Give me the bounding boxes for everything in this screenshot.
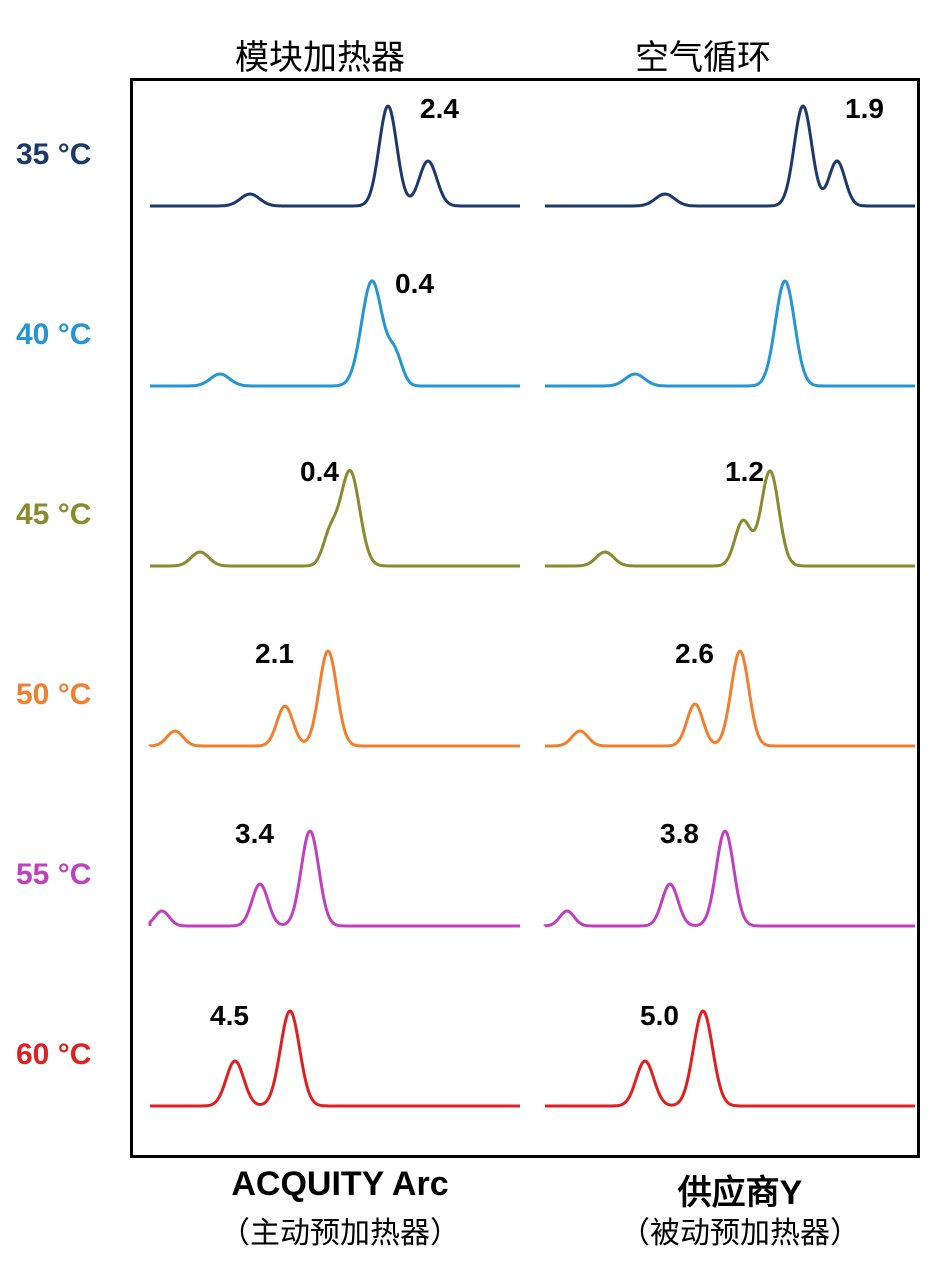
- peak-value-label: 5.0: [640, 1000, 679, 1032]
- chromatogram-trace: 3.8: [545, 808, 915, 928]
- chromatogram-trace: 0.4: [150, 268, 520, 388]
- chromatogram-trace: 3.4: [150, 808, 520, 928]
- temp-label: 35 °C: [16, 138, 91, 172]
- chromatogram-trace: 2.4: [150, 88, 520, 208]
- peak-value-label: 1.9: [845, 93, 884, 125]
- temp-label: 45 °C: [16, 498, 91, 532]
- chromatogram-trace: 2.1: [150, 628, 520, 748]
- peak-value-label: 0.4: [395, 268, 434, 300]
- figure-container: 模块加热器 空气循环 35 °C 2.4 1.9 40 °C 0.4 45 °C 0.4 1.…: [0, 0, 938, 1280]
- column-header-right: 空气循环: [635, 30, 771, 79]
- temp-label: 55 °C: [16, 858, 91, 892]
- chromatogram-trace: 5.0: [545, 988, 915, 1108]
- peak-value-label: 2.6: [675, 638, 714, 670]
- chromatogram-trace: 4.5: [150, 988, 520, 1108]
- peak-value-label: 1.2: [725, 456, 764, 488]
- bottom-sub-right: （被动预加热器）: [600, 1208, 880, 1252]
- bottom-title-right: 供应商Y: [600, 1165, 880, 1214]
- peak-value-label: 3.4: [235, 818, 274, 850]
- chromatogram-trace: 2.6: [545, 628, 915, 748]
- peak-value-label: 0.4: [300, 456, 339, 488]
- peak-value-label: 2.4: [420, 93, 459, 125]
- chromatogram-trace: 1.9: [545, 88, 915, 208]
- chromatogram-trace: 0.4: [150, 448, 520, 568]
- temp-label: 40 °C: [16, 318, 91, 352]
- bottom-title-left: ACQUITY Arc: [200, 1165, 480, 1204]
- temp-label: 60 °C: [16, 1038, 91, 1072]
- bottom-sub-left: （主动预加热器）: [200, 1208, 480, 1252]
- peak-value-label: 3.8: [660, 818, 699, 850]
- column-header-left: 模块加热器: [235, 30, 405, 79]
- chromatogram-trace: 1.2: [545, 448, 915, 568]
- temp-label: 50 °C: [16, 678, 91, 712]
- peak-value-label: 4.5: [210, 1000, 249, 1032]
- chromatogram-trace: [545, 268, 915, 388]
- peak-value-label: 2.1: [255, 638, 294, 670]
